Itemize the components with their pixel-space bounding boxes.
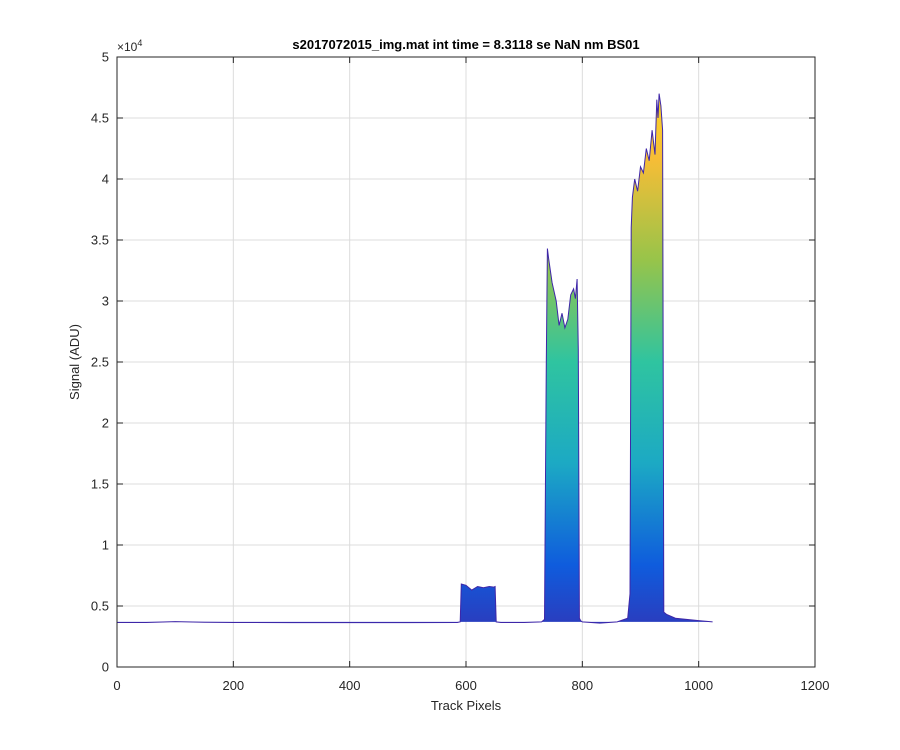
y-tick-label: 1 xyxy=(102,538,109,553)
x-tick-label: 0 xyxy=(113,678,120,693)
x-axis-label: Track Pixels xyxy=(431,698,502,713)
y-axis-label: Signal (ADU) xyxy=(67,324,82,400)
y-tick-label: 3.5 xyxy=(91,233,109,248)
chart-title: s2017072015_img.mat int time = 8.3118 se… xyxy=(292,37,639,52)
x-tick-label: 400 xyxy=(339,678,361,693)
y-tick-label: 2 xyxy=(102,416,109,431)
y-tick-label: 5 xyxy=(102,50,109,65)
y-tick-label: 4 xyxy=(102,172,109,187)
y-tick-label: 0.5 xyxy=(91,599,109,614)
y-exponent-label: ×104 xyxy=(117,38,142,54)
y-tick-label: 2.5 xyxy=(91,355,109,370)
y-tick-label: 3 xyxy=(102,294,109,309)
y-tick-label: 1.5 xyxy=(91,477,109,492)
grid-lines xyxy=(117,57,815,667)
y-exponent-power: 4 xyxy=(137,38,142,48)
x-tick-label: 600 xyxy=(455,678,477,693)
y-exponent-base: ×10 xyxy=(117,40,138,54)
x-tick-label: 200 xyxy=(222,678,244,693)
y-tick-label: 0 xyxy=(102,660,109,675)
signal-line xyxy=(117,93,713,624)
x-tick-label: 1200 xyxy=(801,678,830,693)
data-layer xyxy=(117,93,713,624)
y-tick-label: 4.5 xyxy=(91,111,109,126)
signal-area xyxy=(117,93,713,624)
axis-ticks: 0 200 400 600 800 1000 1200 0 0.5 1 1.5 2 2.5 3 3.5 4 4.… xyxy=(91,50,830,694)
x-tick-label: 1000 xyxy=(684,678,713,693)
x-tick-label: 800 xyxy=(571,678,593,693)
